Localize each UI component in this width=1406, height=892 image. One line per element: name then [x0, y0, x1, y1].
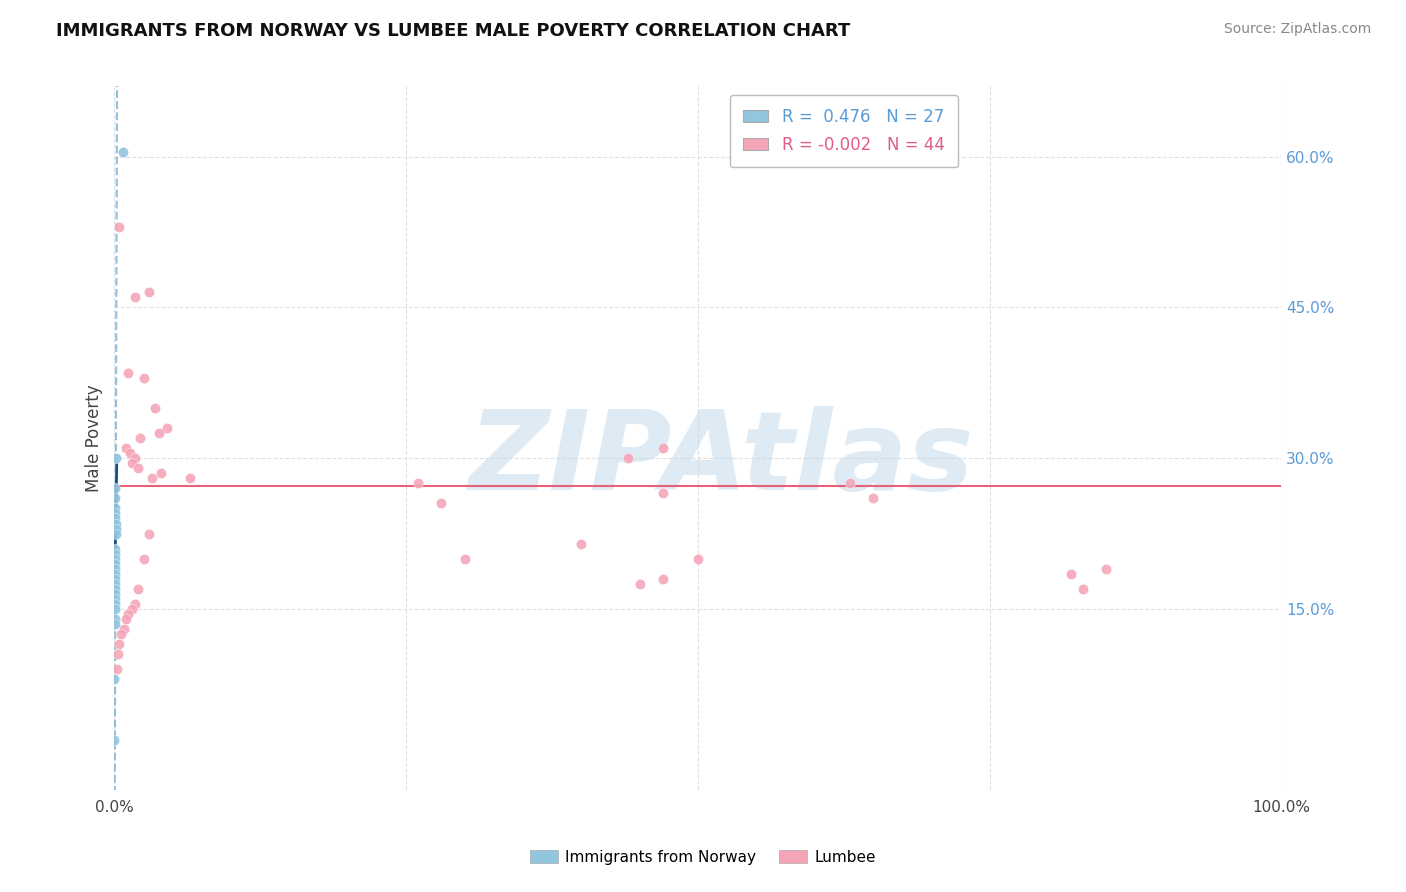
Point [104, 547, 127, 561]
Point [143, 401, 166, 415]
Point [104, 541, 127, 556]
Point [569, 536, 592, 550]
Point [104, 516, 127, 531]
Point [129, 431, 152, 445]
Point [103, 591, 125, 606]
Point [651, 572, 673, 586]
Point [103, 732, 125, 747]
Point [103, 617, 125, 632]
Point [104, 557, 127, 571]
Point [110, 627, 132, 641]
Point [104, 511, 127, 525]
Point [617, 451, 640, 466]
Point [103, 612, 125, 626]
Point [104, 562, 127, 576]
Point [141, 471, 163, 485]
Point [103, 577, 125, 591]
Point [121, 602, 143, 616]
Point [127, 582, 149, 596]
Point [124, 451, 146, 466]
Point [104, 491, 127, 506]
Point [138, 526, 160, 541]
Point [104, 551, 127, 566]
Text: IMMIGRANTS FROM NORWAY VS LUMBEE MALE POVERTY CORRELATION CHART: IMMIGRANTS FROM NORWAY VS LUMBEE MALE PO… [56, 22, 851, 40]
Point [628, 577, 651, 591]
Point [104, 582, 127, 596]
Point [127, 461, 149, 475]
Point [124, 290, 146, 304]
Point [117, 607, 139, 621]
Point [108, 637, 131, 651]
Point [104, 566, 127, 581]
Point [124, 597, 146, 611]
Point [150, 467, 173, 481]
Point [104, 526, 127, 541]
Point [104, 501, 127, 516]
Point [430, 496, 453, 510]
Point [117, 366, 139, 380]
Point [104, 481, 127, 495]
Point [103, 673, 125, 687]
Point [453, 551, 475, 566]
Point [138, 285, 160, 300]
Point [104, 507, 127, 521]
Point [862, 491, 884, 506]
Point [115, 441, 138, 455]
Point [104, 522, 127, 536]
Point [108, 220, 131, 235]
Legend: Immigrants from Norway, Lumbee: Immigrants from Norway, Lumbee [524, 844, 882, 871]
Legend: R =  0.476   N = 27, R = -0.002   N = 44: R = 0.476 N = 27, R = -0.002 N = 44 [730, 95, 957, 168]
Point [121, 456, 143, 470]
Point [118, 446, 141, 460]
Point [132, 551, 155, 566]
Point [111, 145, 134, 159]
Text: ZIPAtlas: ZIPAtlas [468, 406, 974, 513]
Point [148, 426, 170, 441]
Y-axis label: Male Poverty: Male Poverty [86, 384, 103, 491]
Point [115, 612, 138, 626]
Point [406, 476, 429, 491]
Point [686, 551, 709, 566]
Point [132, 371, 155, 385]
Point [1095, 562, 1118, 576]
Text: Source: ZipAtlas.com: Source: ZipAtlas.com [1223, 22, 1371, 37]
Point [1060, 566, 1083, 581]
Point [651, 486, 673, 500]
Point [105, 451, 128, 466]
Point [112, 622, 135, 636]
Point [103, 597, 125, 611]
Point [104, 587, 127, 601]
Point [838, 476, 860, 491]
Point [104, 572, 127, 586]
Point [107, 647, 129, 661]
Point [105, 662, 128, 676]
Point [1071, 582, 1094, 596]
Point [651, 441, 673, 455]
Point [156, 421, 179, 435]
Point [179, 471, 201, 485]
Point [103, 602, 125, 616]
